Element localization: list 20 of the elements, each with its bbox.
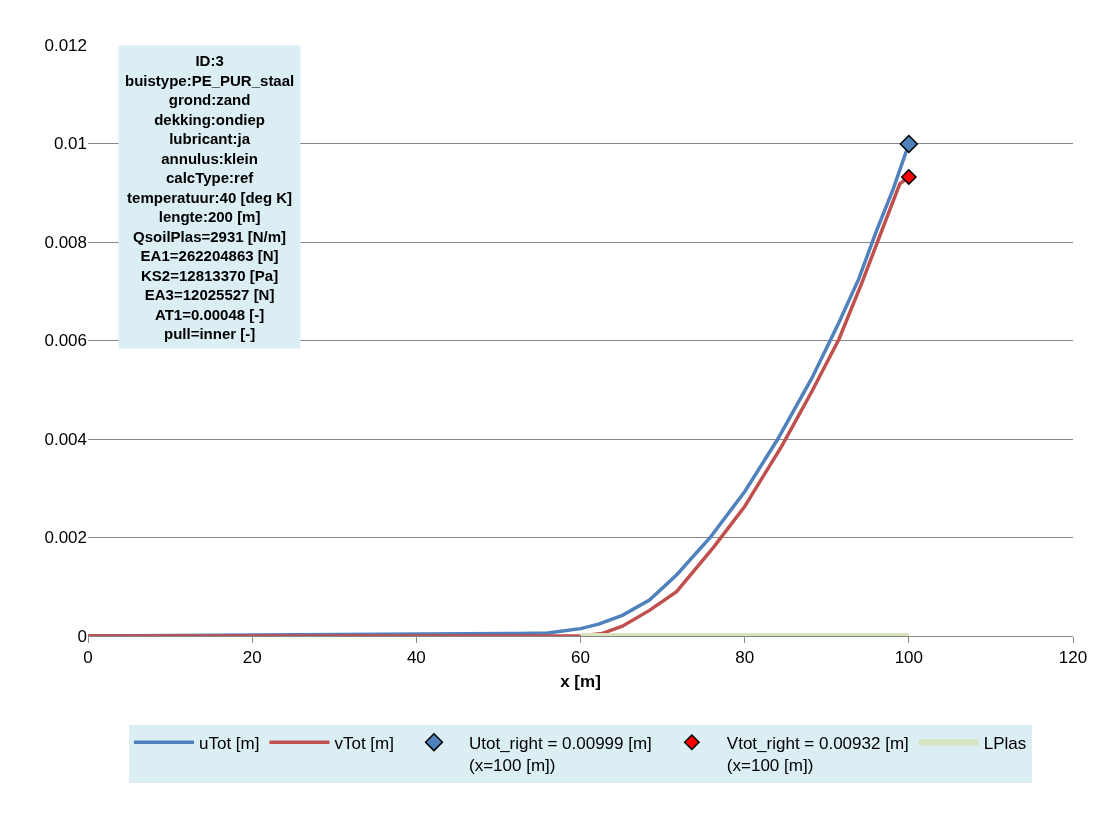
x-tick-label: 120 [1058, 648, 1088, 668]
y-tick-label: 0.002 [44, 528, 87, 548]
y-tick-label: 0.012 [44, 35, 87, 55]
y-tick-label: 0.004 [44, 429, 87, 449]
legend-label: uTot [m] [199, 733, 260, 753]
legend-label: LPlas [983, 733, 1027, 753]
x-tick-label: 20 [242, 648, 262, 668]
x-tick-label: 40 [406, 648, 426, 668]
x-tick-label: 80 [735, 648, 755, 668]
text: ID:3 buistype:PE_PUR_staal grond:zand dekking:ondiep lubricant:ja annulus:klein calcType:ref temperatuur:40 [deg K] lengte:200 [m] QsoilPlas=2931 [N/m] EA1=262204863 [N] KS2=12813370 [Pa] EA3=12025527 [N] AT1=0.00048 [-] pull=inner [-] [125, 52, 295, 342]
legend-label: Utot_right = 0.00999 [m] (x=100 [m]) [468, 733, 652, 775]
y-tick-label: 0.008 [44, 232, 87, 252]
legend-label: vTot [m] [334, 733, 394, 753]
legend-label: Vtot_right = 0.00932 [m] (x=100 [m]) [726, 733, 909, 775]
x-axis-title: x [m] [560, 671, 601, 691]
x-tick-label: 100 [894, 648, 924, 668]
y-tick-label: 0.006 [44, 331, 87, 351]
x-tick-label: 60 [571, 648, 590, 668]
y-tick-label: 0.01 [53, 134, 87, 154]
y-tick-label: 0 [77, 626, 87, 646]
